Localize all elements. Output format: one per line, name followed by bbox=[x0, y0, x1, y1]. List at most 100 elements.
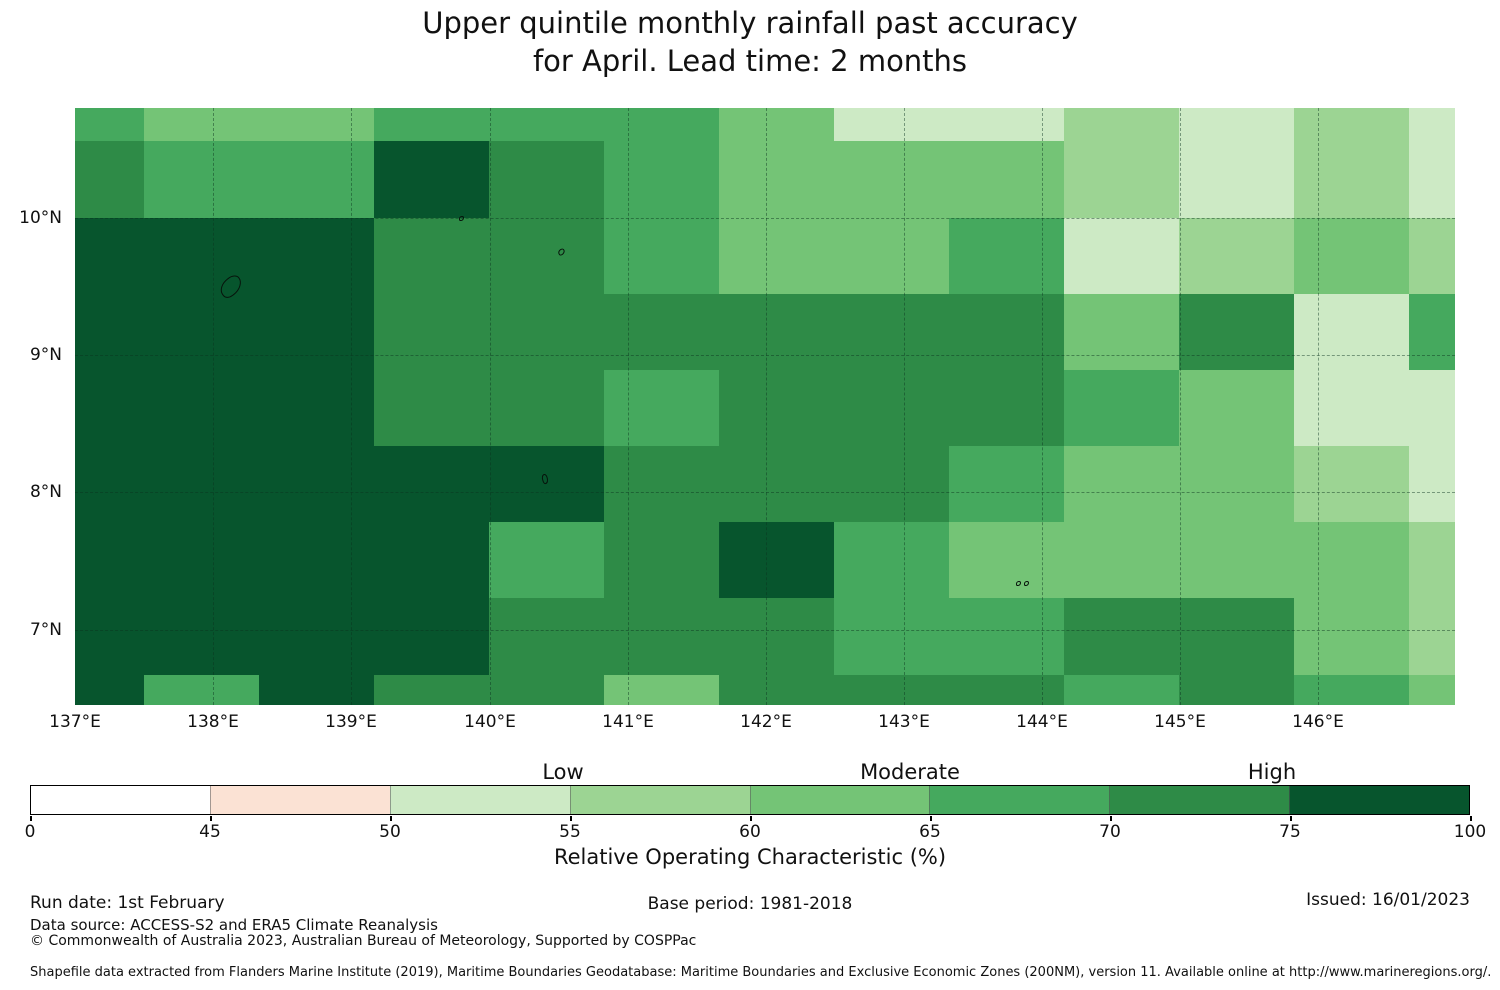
map-cell bbox=[1409, 370, 1455, 446]
map-cell bbox=[834, 446, 949, 522]
map-cell bbox=[144, 108, 259, 141]
map-cell bbox=[75, 141, 144, 218]
map-cell bbox=[259, 446, 374, 522]
colorbar-tickmark bbox=[930, 816, 932, 821]
map-cell bbox=[949, 675, 1064, 705]
colorbar-segment-55-60 bbox=[569, 786, 750, 814]
colorbar-axis-label: Relative Operating Characteristic (%) bbox=[553, 845, 947, 869]
map-cell bbox=[374, 370, 489, 446]
map-cell bbox=[719, 294, 834, 370]
y-tick-label: 7°N bbox=[29, 620, 62, 640]
map-cell bbox=[75, 370, 144, 446]
map-cell bbox=[489, 446, 604, 522]
map-cell bbox=[949, 294, 1064, 370]
map-cell bbox=[604, 598, 719, 675]
map-cell bbox=[1409, 598, 1455, 675]
map-cell bbox=[719, 218, 834, 294]
map-cell bbox=[1179, 446, 1294, 522]
colorbar-tick-label: 50 bbox=[379, 822, 401, 842]
x-tick-label: 144°E bbox=[1016, 712, 1068, 732]
map-cell bbox=[949, 598, 1064, 675]
map-cell bbox=[719, 141, 834, 218]
chart-title: Upper quintile monthly rainfall past acc… bbox=[0, 4, 1500, 80]
colorbar-tick-label: 55 bbox=[559, 822, 581, 842]
colorbar-tickmark bbox=[1110, 816, 1112, 821]
map-cell bbox=[1179, 108, 1294, 141]
map-cell bbox=[949, 370, 1064, 446]
map-cell bbox=[1294, 370, 1409, 446]
map-cell bbox=[1064, 598, 1179, 675]
map-cell bbox=[1179, 598, 1294, 675]
map-cell bbox=[1064, 108, 1179, 141]
map-cell bbox=[75, 522, 144, 598]
colorbar-tickmark bbox=[390, 816, 392, 821]
longitude-gridline bbox=[1180, 108, 1181, 705]
x-tick-label: 145°E bbox=[1154, 712, 1206, 732]
map-cell bbox=[259, 108, 374, 141]
map-cell bbox=[834, 675, 949, 705]
island-outline bbox=[459, 216, 464, 221]
base-period-text: Base period: 1981-2018 bbox=[647, 894, 853, 914]
map-cell bbox=[949, 446, 1064, 522]
map-cell bbox=[374, 218, 489, 294]
map-cell bbox=[1294, 294, 1409, 370]
x-tick-label: 140°E bbox=[464, 712, 516, 732]
map-cell bbox=[1064, 294, 1179, 370]
colorbar-tickmark bbox=[750, 816, 752, 821]
map-cell bbox=[144, 522, 259, 598]
map-cell bbox=[374, 675, 489, 705]
longitude-gridline bbox=[1318, 108, 1319, 705]
colorbar-segment-75-100 bbox=[1289, 786, 1469, 814]
legend-category-moderate: Moderate bbox=[860, 760, 960, 784]
map-cell bbox=[1064, 522, 1179, 598]
map-cell bbox=[949, 141, 1064, 218]
map-cell bbox=[75, 108, 144, 141]
map-cell bbox=[259, 141, 374, 218]
map-cell bbox=[1409, 294, 1455, 370]
island-outline bbox=[1024, 581, 1029, 586]
map-cell bbox=[374, 522, 489, 598]
map-cell bbox=[1179, 675, 1294, 705]
map-cell bbox=[1294, 522, 1409, 598]
map-cell bbox=[834, 141, 949, 218]
map-cell bbox=[949, 218, 1064, 294]
map-cell bbox=[144, 370, 259, 446]
map-cell bbox=[1294, 598, 1409, 675]
map-cell bbox=[489, 218, 604, 294]
roc-heatmap bbox=[75, 108, 1455, 705]
map-cell bbox=[604, 218, 719, 294]
colorbar-segment-45-50 bbox=[209, 786, 390, 814]
run-date-text: Run date: 1st February bbox=[30, 893, 225, 913]
map-cell bbox=[374, 108, 489, 141]
map-cell bbox=[1064, 218, 1179, 294]
map-cell bbox=[489, 294, 604, 370]
map-cell bbox=[604, 675, 719, 705]
latitude-gridline bbox=[75, 492, 1455, 493]
x-tick-label: 139°E bbox=[325, 712, 377, 732]
colorbar-tickmark bbox=[1290, 816, 1292, 821]
latitude-gridline bbox=[75, 218, 1455, 219]
map-cell bbox=[604, 522, 719, 598]
map-cell bbox=[259, 522, 374, 598]
colorbar-segment-0-45 bbox=[31, 786, 210, 814]
x-tick-label: 143°E bbox=[878, 712, 930, 732]
map-cell bbox=[489, 370, 604, 446]
legend-category-high: High bbox=[1247, 760, 1297, 784]
colorbar-tick-label: 65 bbox=[919, 822, 941, 842]
shapefile-attribution-text: Shapefile data extracted from Flanders M… bbox=[30, 965, 1492, 980]
map-cell bbox=[1179, 522, 1294, 598]
colorbar-tickmark bbox=[210, 816, 212, 821]
map-cell bbox=[949, 522, 1064, 598]
x-tick-label: 146°E bbox=[1292, 712, 1344, 732]
colorbar-tick-label: 75 bbox=[1279, 822, 1301, 842]
chart-title-line2: for April. Lead time: 2 months bbox=[532, 44, 968, 78]
map-cell bbox=[1064, 141, 1179, 218]
map-cell bbox=[75, 598, 144, 675]
legend-category-low: Low bbox=[542, 760, 584, 784]
map-cell bbox=[834, 294, 949, 370]
longitude-gridline bbox=[904, 108, 905, 705]
map-cell bbox=[144, 675, 259, 705]
map-cell bbox=[1294, 446, 1409, 522]
map-cell bbox=[259, 294, 374, 370]
